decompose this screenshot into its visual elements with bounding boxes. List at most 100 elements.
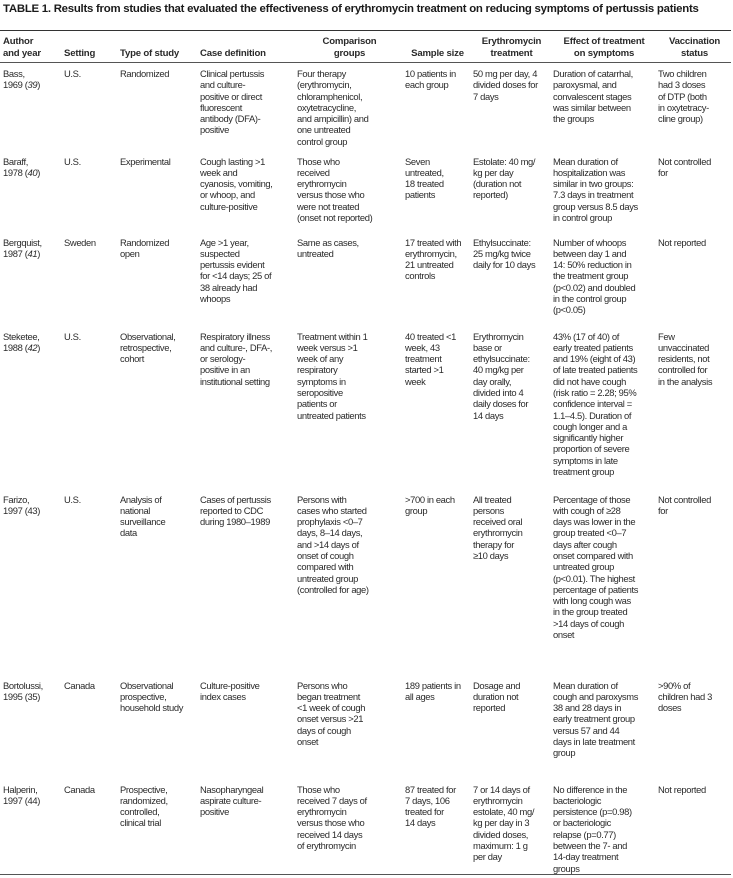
- cell-type: Observational prospective, household stu…: [120, 679, 184, 714]
- author-year: 1987 (: [3, 247, 28, 259]
- cell-comparison: Those who received erythromycin versus t…: [297, 155, 373, 223]
- table-row: Farizo, 1997 (43) U.S. Analysis of nationa…: [0, 489, 731, 675]
- cell-type: Analysis of national surveillance data: [120, 493, 166, 539]
- table-row: Bass, 1969 (39) U.S. Randomized Clinical per…: [0, 63, 731, 151]
- cell-vaccination: Not reported: [658, 783, 706, 795]
- cell-comparison: Treatment within 1 week versus >1 week o…: [297, 330, 368, 421]
- cell-case: Age >1 year, suspected pertussis evident…: [200, 236, 272, 304]
- cell-type: Randomized: [120, 68, 170, 79]
- cell-type: Prospective, randomized, controlled, cli…: [120, 783, 168, 829]
- author-name: Steketee,: [3, 330, 40, 342]
- header-comparison: Comparison groups: [322, 36, 377, 59]
- author-name: Bass,: [3, 68, 25, 79]
- cell-treatment: 50 mg per day, 4 divided doses for 7 day…: [473, 68, 538, 102]
- cell-effect: Mean duration of cough and paroxysms 38 …: [553, 679, 639, 759]
- cell-vaccination: Not controlled for: [658, 155, 711, 178]
- reference-number: 39: [27, 79, 38, 91]
- reference-number: 41: [27, 247, 38, 259]
- cell-comparison: Persons who began treatment <1 week of c…: [297, 679, 366, 747]
- cell-sample: Seven untreated, 18 treated patients: [405, 155, 444, 201]
- header-row: Author and year Setting Type of study Ca…: [0, 30, 731, 63]
- cell-vaccination: Not reported: [658, 236, 706, 248]
- table-row: Baraff, 1978 (40) U.S. Experimental Cough la…: [0, 151, 731, 232]
- table-row: Halperin, 1997 (44) Canada Prospective, ran…: [0, 779, 731, 875]
- cell-setting: U.S.: [64, 493, 81, 505]
- cell-effect: Number of whoops between day 1 and 14: 5…: [553, 236, 636, 316]
- cell-treatment: Erythromycin base or ethylsuccinate: 40 …: [473, 330, 530, 421]
- cell-vaccination: Not controlled for: [658, 493, 711, 516]
- cell-author: Bergquist, 1987 (41): [3, 236, 42, 259]
- header-type: Type of study: [120, 47, 180, 59]
- author-name: Farizo,: [3, 493, 30, 505]
- reference-number: 35: [27, 690, 38, 702]
- author-name: Baraff,: [3, 155, 28, 167]
- cell-setting: U.S.: [64, 68, 81, 79]
- cell-comparison: Same as cases, untreated: [297, 236, 359, 259]
- cell-setting: U.S.: [64, 155, 81, 167]
- cell-setting: Canada: [64, 679, 95, 691]
- cell-case: Culture-positive index cases: [200, 679, 260, 702]
- cell-type: Observational, retrospective, cohort: [120, 330, 176, 365]
- cell-case: Clinical pertussis and culture- positive…: [200, 68, 265, 136]
- table-title: TABLE 1. Results from studies that evalu…: [3, 3, 699, 15]
- header-sample: Sample size: [411, 47, 464, 59]
- cell-vaccination: Two children had 3 doses of DTP (both in…: [658, 68, 709, 125]
- author-name: Bortolussi,: [3, 679, 43, 691]
- cell-sample: 17 treated with erythromycin, 21 untreat…: [405, 236, 462, 282]
- reference-number: 42: [27, 341, 38, 353]
- author-year: 1997 (: [3, 794, 28, 806]
- author-year: 1969 (: [3, 79, 28, 91]
- table-row: Bergquist, 1987 (41) Sweden Randomized ope…: [0, 232, 731, 326]
- cell-setting: Sweden: [64, 236, 96, 248]
- cell-effect: No difference in the bacteriologic persi…: [553, 783, 632, 874]
- header-author: Author and year: [3, 36, 41, 59]
- cell-setting: U.S.: [64, 330, 81, 342]
- cell-setting: Canada: [64, 783, 95, 795]
- cell-treatment: All treated persons received oral erythr…: [473, 493, 523, 561]
- cell-treatment: Ethylsuccinate: 25 mg/kg twice daily for…: [473, 236, 536, 271]
- cell-treatment: 7 or 14 days of erythromycin estolate, 4…: [473, 783, 535, 863]
- cell-sample: 10 patients in each group: [405, 68, 456, 91]
- header-setting: Setting: [64, 47, 96, 59]
- reference-number: 40: [27, 166, 38, 178]
- cell-author: Baraff, 1978 (40): [3, 155, 40, 178]
- cell-effect: Duration of catarrhal, paroxysmal, and c…: [553, 68, 633, 125]
- author-year: 1978 (: [3, 166, 28, 178]
- header-case: Case definition: [200, 47, 266, 59]
- cell-author: Bass, 1969 (39): [3, 68, 40, 91]
- cell-author: Steketee, 1988 (42): [3, 330, 40, 353]
- table-row: Bortolussi, 1995 (35) Canada Observational …: [0, 675, 731, 779]
- cell-comparison: Those who received 7 days of erythromyci…: [297, 783, 367, 851]
- reference-number: 43: [27, 504, 38, 516]
- cell-effect: Mean duration of hospitalization was sim…: [553, 155, 638, 223]
- header-effect: Effect of treatment on symptoms: [563, 36, 645, 59]
- cell-type: Experimental: [120, 155, 171, 167]
- author-year: 1997 (: [3, 504, 28, 516]
- cell-type: Randomized open: [120, 236, 170, 259]
- cell-effect: 43% (17 of 40) of early treated patients…: [553, 330, 638, 478]
- cell-sample: 40 treated <1 week, 43 treatment started…: [405, 330, 456, 387]
- cell-case: Respiratory illness and culture-, DFA-, …: [200, 330, 273, 387]
- cell-treatment: Dosage and duration not reported: [473, 679, 521, 714]
- header-treatment: Erythromycin treatment: [481, 36, 542, 59]
- cell-case: Nasopharyngeal aspirate culture- positiv…: [200, 783, 264, 818]
- cell-sample: 189 patients in all ages: [405, 679, 461, 702]
- author-year: 1988 (: [3, 341, 28, 353]
- cell-case: Cases of pertussis reported to CDC durin…: [200, 493, 271, 528]
- table-row: Steketee, 1988 (42) U.S. Observational, ret…: [0, 326, 731, 489]
- cell-effect: Percentage of those with cough of ≥28 da…: [553, 493, 639, 641]
- cell-case: Cough lasting >1 week and cyanosis, vomi…: [200, 155, 273, 212]
- author-name: Bergquist,: [3, 236, 42, 248]
- cell-author: Halperin, 1997 (44): [3, 783, 40, 806]
- reference-number: 44: [27, 794, 38, 806]
- header-vaccination: Vaccination status: [668, 36, 721, 59]
- cell-vaccination: Few unvaccinated residents, not controll…: [658, 330, 713, 387]
- author-name: Halperin,: [3, 783, 38, 795]
- cell-comparison: Four therapy (erythromycin, chlorampheni…: [297, 68, 369, 147]
- cell-treatment: Estolate: 40 mg/ kg per day (duration no…: [473, 155, 536, 201]
- author-year: 1995 (: [3, 690, 28, 702]
- cell-author: Bortolussi, 1995 (35): [3, 679, 43, 702]
- cell-sample: 87 treated for 7 days, 106 treated for 1…: [405, 783, 456, 829]
- cell-sample: >700 in each group: [405, 493, 455, 516]
- cell-author: Farizo, 1997 (43): [3, 493, 40, 516]
